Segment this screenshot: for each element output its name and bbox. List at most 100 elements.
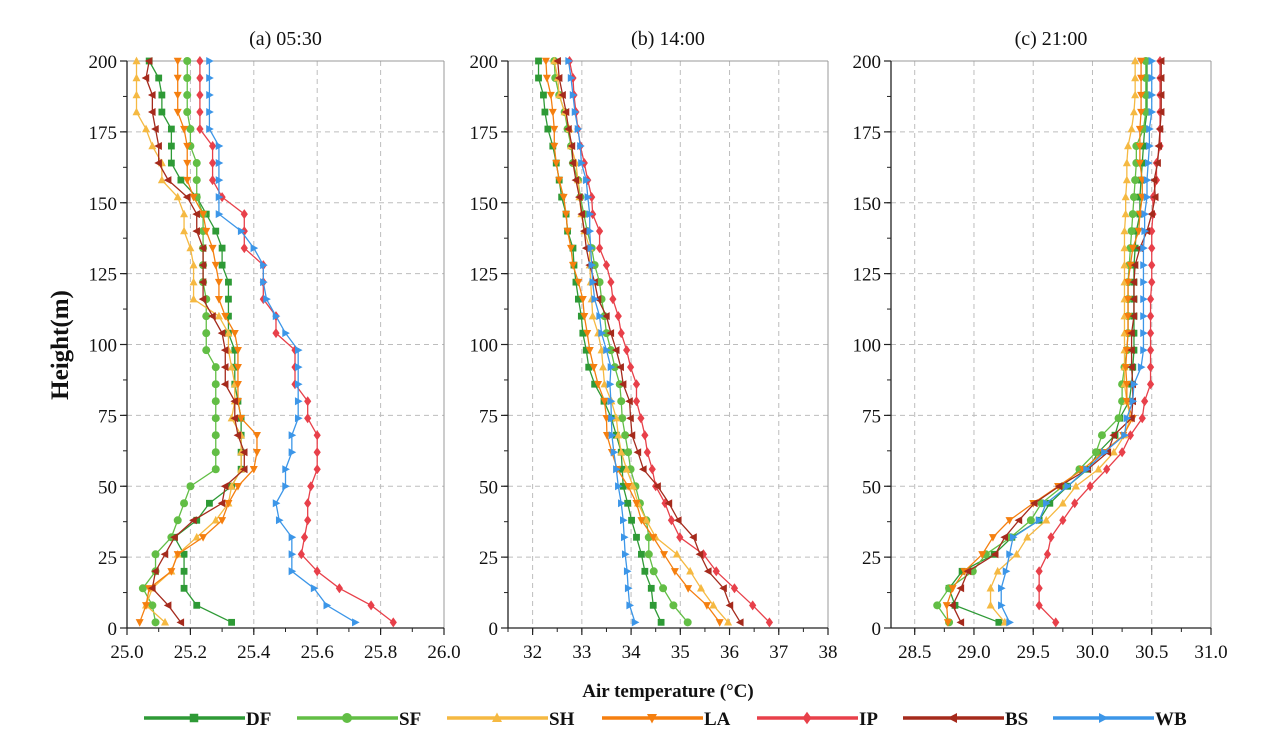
data-point-bs — [719, 584, 727, 593]
data-point-bs — [618, 380, 627, 389]
data-point-bs — [154, 142, 162, 151]
data-point-ip — [699, 549, 708, 560]
data-point-wb — [1137, 363, 1146, 372]
series-la — [135, 57, 261, 627]
legend-label: IP — [859, 709, 878, 730]
data-point-wb — [610, 448, 619, 457]
data-point-sf — [1097, 431, 1106, 440]
x-tick-label: 25.4 — [237, 642, 271, 663]
data-point-ip — [389, 617, 397, 628]
data-point-bs — [141, 74, 150, 83]
data-point-ip — [637, 413, 645, 424]
data-point-la — [632, 500, 641, 508]
data-point-bs — [147, 91, 156, 100]
data-point-df — [633, 533, 640, 541]
data-point-sh — [214, 311, 223, 320]
data-point-la — [183, 176, 192, 185]
legend-item-df: DF — [144, 709, 271, 730]
data-point-bs — [1156, 74, 1165, 83]
data-point-df — [158, 108, 166, 116]
data-point-bs — [616, 363, 624, 372]
data-point-ip — [1138, 413, 1146, 424]
y-tick-label: 0 — [872, 619, 882, 640]
data-point-ip — [667, 515, 676, 526]
data-point-bs — [633, 448, 642, 457]
data-point-df — [1136, 193, 1144, 201]
data-point-la — [546, 91, 555, 100]
data-point-la — [183, 142, 192, 151]
data-point-df — [218, 244, 226, 252]
data-point-wb — [565, 57, 573, 65]
data-point-sf — [211, 448, 220, 457]
data-point-bs — [1130, 261, 1139, 270]
data-point-bs — [579, 227, 588, 236]
data-point-la — [1005, 517, 1014, 525]
data-point-sf — [606, 346, 615, 355]
data-point-wb — [288, 550, 297, 559]
y-tick-label: 50 — [98, 477, 117, 498]
data-point-ip — [335, 583, 343, 594]
data-point-la — [1128, 244, 1137, 253]
data-point-sh — [1120, 260, 1129, 269]
data-point-ip — [623, 345, 631, 356]
data-point-la — [1135, 125, 1144, 134]
x-tick-label: 38 — [819, 642, 838, 663]
data-point-la — [660, 551, 669, 559]
x-tick-label: 34 — [622, 642, 642, 663]
data-point-la — [208, 244, 217, 253]
x-tick-label: 32 — [523, 642, 542, 663]
y-tick-label: 175 — [89, 123, 118, 144]
data-point-ip — [196, 107, 204, 118]
data-point-wb — [1064, 482, 1072, 491]
y-tick-label: 150 — [470, 194, 499, 215]
series-line-sh — [135, 61, 242, 623]
data-point-df — [167, 125, 175, 133]
data-point-df — [995, 618, 1003, 626]
data-point-df — [231, 363, 239, 371]
data-point-wb — [583, 176, 591, 185]
data-point-la — [233, 483, 242, 491]
data-point-ip — [1146, 328, 1155, 339]
data-point-la — [221, 312, 230, 321]
data-point-df — [619, 482, 627, 490]
data-point-sf — [1092, 448, 1101, 457]
data-point-wb — [588, 261, 597, 270]
data-point-ip — [1146, 345, 1155, 356]
data-point-sh — [132, 56, 141, 65]
y-tick-label: 25 — [98, 548, 117, 569]
series-df — [945, 57, 1151, 626]
x-tick-label: 30.0 — [1076, 642, 1109, 663]
data-point-bs — [554, 74, 563, 83]
data-point-ip — [1146, 311, 1155, 322]
data-point-wb — [586, 227, 595, 236]
data-point-df — [212, 227, 220, 235]
data-point-wb — [1148, 91, 1157, 100]
data-point-wb — [569, 91, 578, 100]
data-point-sf — [202, 312, 211, 321]
data-point-ip — [1043, 549, 1052, 560]
series-wb — [998, 57, 1157, 627]
data-point-wb — [237, 227, 246, 236]
data-point-bs — [198, 244, 207, 253]
data-point-sh — [1129, 107, 1138, 116]
data-point-wb — [206, 91, 214, 100]
data-point-bs — [1153, 159, 1161, 168]
legend-item-la: LA — [602, 709, 731, 730]
data-point-bs — [1127, 363, 1135, 372]
data-point-la — [585, 346, 594, 355]
series-line-la — [139, 61, 258, 623]
data-point-wb — [607, 363, 616, 372]
data-point-ip — [1146, 362, 1155, 373]
data-point-wb — [1146, 142, 1154, 151]
data-point-bs — [664, 499, 673, 508]
data-point-bs — [208, 312, 216, 321]
data-point-wb — [615, 482, 623, 491]
data-point-ip — [632, 379, 641, 390]
data-point-wb — [606, 380, 615, 389]
data-point-bs — [1129, 295, 1138, 304]
data-point-wb — [626, 601, 634, 610]
data-point-df — [958, 567, 966, 575]
data-point-wb — [1140, 295, 1148, 304]
data-point-bs — [956, 618, 965, 627]
data-point-sh — [612, 413, 621, 422]
